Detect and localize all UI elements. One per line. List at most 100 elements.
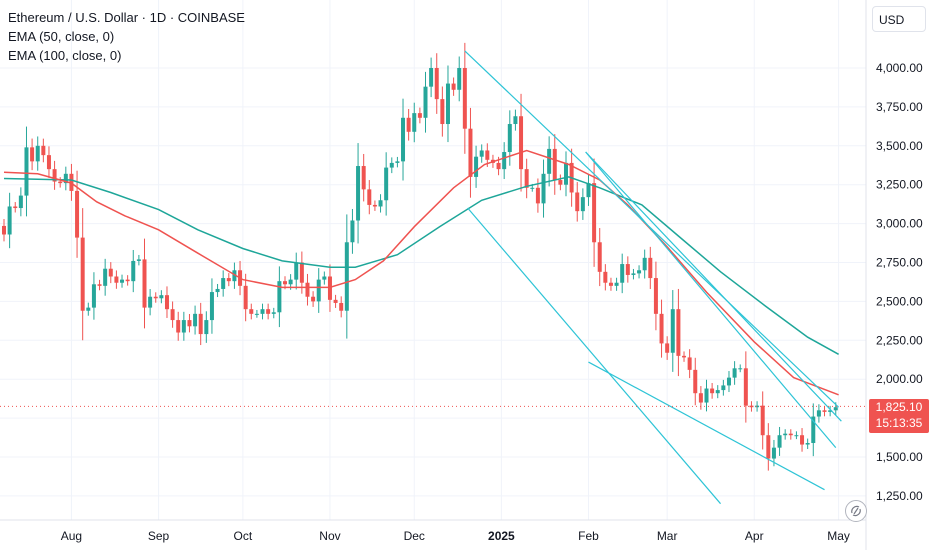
candle-body bbox=[176, 320, 181, 333]
candle-body bbox=[564, 162, 568, 185]
candle-body bbox=[406, 117, 411, 132]
candle-body bbox=[833, 407, 838, 411]
trendline[interactable] bbox=[464, 50, 839, 408]
y-tick-label: 3,500.00 bbox=[876, 139, 923, 153]
candle-body bbox=[800, 435, 805, 445]
candles bbox=[2, 42, 838, 471]
candle-body bbox=[766, 435, 771, 459]
candle-body bbox=[597, 242, 602, 272]
candle-body bbox=[75, 190, 80, 238]
candle-body bbox=[631, 273, 636, 275]
time-axis[interactable]: Aug Sep Oct Nov Dec 2025 Feb Mar Apr May bbox=[61, 529, 850, 543]
candle-body bbox=[524, 169, 529, 188]
candle-body bbox=[125, 279, 130, 282]
candle-body bbox=[507, 124, 512, 153]
y-tick-label: 3,250.00 bbox=[876, 178, 923, 192]
candle-body bbox=[153, 296, 158, 299]
candle-body bbox=[822, 410, 827, 412]
x-tick-label: Nov bbox=[319, 529, 340, 543]
sync-icon[interactable] bbox=[845, 500, 867, 522]
legend-ema50[interactable]: EMA (50, close, 0) bbox=[8, 29, 115, 44]
currency-button[interactable]: USD bbox=[872, 6, 926, 32]
price-axis[interactable]: 4,000.00 3,750.00 3,500.00 3,250.00 3,000.00… bbox=[876, 61, 923, 503]
x-tick-label: May bbox=[827, 529, 850, 543]
candle-body bbox=[249, 309, 254, 314]
candle-body bbox=[474, 156, 479, 177]
y-tick-label: 4,000.00 bbox=[876, 61, 923, 75]
candle-body bbox=[771, 447, 776, 459]
candle-body bbox=[743, 368, 748, 406]
candle-body bbox=[13, 206, 18, 209]
trendlines[interactable] bbox=[464, 50, 842, 505]
candle-body bbox=[530, 187, 535, 189]
candle-body bbox=[496, 162, 501, 170]
candle-body bbox=[46, 155, 51, 170]
candle-body bbox=[254, 313, 259, 315]
candle-body bbox=[24, 147, 29, 196]
trendline[interactable] bbox=[467, 207, 722, 505]
candle-body bbox=[159, 295, 164, 299]
candle-body bbox=[7, 206, 12, 235]
trendline[interactable] bbox=[585, 151, 842, 422]
x-tick-label: 2025 bbox=[488, 529, 515, 543]
x-tick-label: Apr bbox=[745, 529, 764, 543]
candle-body bbox=[732, 368, 737, 378]
candle-body bbox=[395, 161, 400, 163]
y-tick-label: 2,250.00 bbox=[876, 333, 923, 347]
candle-body bbox=[429, 68, 434, 87]
trendline[interactable] bbox=[588, 361, 825, 491]
candle-body bbox=[142, 259, 147, 308]
candle-body bbox=[513, 116, 518, 125]
sync-glyph-icon bbox=[851, 505, 861, 517]
candle-body bbox=[277, 281, 282, 313]
candle-body bbox=[170, 309, 175, 321]
candle-body bbox=[614, 282, 619, 286]
candle-body bbox=[288, 279, 293, 285]
candle-body bbox=[311, 296, 316, 302]
candle-body bbox=[592, 183, 597, 243]
candle-body bbox=[209, 292, 214, 321]
candle-body bbox=[603, 271, 608, 283]
candle-body bbox=[783, 433, 788, 436]
legend-title[interactable]: Ethereum / U.S. Dollar · 1D · COINBASE bbox=[8, 10, 245, 25]
candle-body bbox=[283, 281, 287, 285]
trendline[interactable] bbox=[585, 151, 837, 449]
candle-body bbox=[642, 257, 647, 271]
candle-body bbox=[445, 83, 450, 125]
candle-body bbox=[502, 152, 507, 170]
candle-body bbox=[260, 309, 265, 314]
y-tick-label: 3,000.00 bbox=[876, 217, 923, 231]
candle-body bbox=[86, 307, 91, 311]
candle-body bbox=[738, 368, 743, 370]
legend-ema100[interactable]: EMA (100, close, 0) bbox=[8, 48, 122, 63]
candle-body bbox=[541, 173, 546, 204]
candle-body bbox=[586, 183, 591, 198]
candle-body bbox=[35, 145, 40, 162]
candle-body bbox=[232, 270, 237, 282]
candle-body bbox=[52, 169, 57, 182]
y-tick-label: 2,500.00 bbox=[876, 294, 923, 308]
candle-body bbox=[558, 180, 563, 185]
candle-body bbox=[221, 278, 226, 289]
candle-body bbox=[485, 150, 490, 160]
candle-body bbox=[777, 435, 782, 448]
candle-body bbox=[215, 288, 220, 293]
x-tick-label: Oct bbox=[234, 529, 253, 543]
candle-body bbox=[327, 276, 332, 300]
candle-body bbox=[389, 162, 394, 168]
candle-body bbox=[114, 276, 119, 283]
candle-body bbox=[676, 309, 681, 356]
candle-body bbox=[412, 113, 417, 132]
x-tick-label: Aug bbox=[61, 529, 82, 543]
candle-body bbox=[361, 166, 366, 190]
candle-body bbox=[440, 99, 445, 125]
y-tick-label: 3,750.00 bbox=[876, 100, 923, 114]
candle-body bbox=[316, 279, 321, 302]
legend: Ethereum / U.S. Dollar · 1D · COINBASE E… bbox=[8, 8, 245, 65]
candle-body bbox=[41, 145, 46, 156]
candle-body bbox=[181, 320, 186, 333]
candle-body bbox=[575, 192, 580, 212]
candle-body bbox=[648, 257, 653, 279]
candle-body bbox=[58, 181, 63, 184]
